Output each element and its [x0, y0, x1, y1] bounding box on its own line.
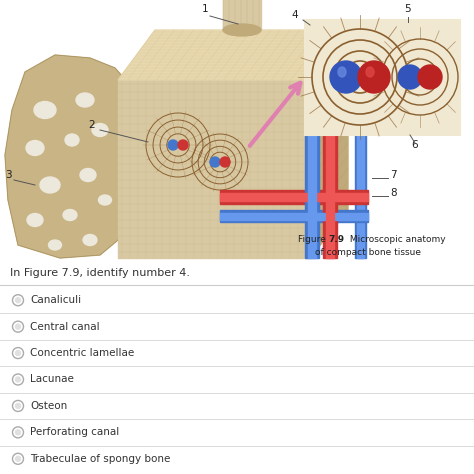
Bar [355, 120, 366, 258]
Ellipse shape [76, 93, 94, 107]
Text: 7: 7 [390, 170, 397, 180]
Text: 4: 4 [292, 10, 298, 20]
Bar [223, 0, 261, 30]
Ellipse shape [34, 101, 56, 118]
Circle shape [210, 157, 220, 167]
Circle shape [16, 298, 20, 303]
Text: Concentric lamellae: Concentric lamellae [30, 348, 134, 358]
Circle shape [220, 157, 230, 167]
Text: 8: 8 [390, 188, 397, 198]
Ellipse shape [80, 168, 96, 182]
Text: Osteon: Osteon [30, 401, 67, 411]
Circle shape [178, 140, 188, 150]
Polygon shape [5, 55, 135, 258]
Ellipse shape [338, 67, 346, 77]
Circle shape [398, 65, 422, 89]
Ellipse shape [83, 235, 97, 246]
Bar [357, 120, 364, 258]
Text: 1: 1 [202, 4, 208, 14]
Ellipse shape [65, 134, 79, 146]
Bar [323, 30, 337, 258]
Bar [220, 190, 368, 204]
Circle shape [16, 430, 20, 435]
Circle shape [358, 61, 390, 93]
Bar [308, 30, 316, 258]
Circle shape [16, 456, 20, 461]
Circle shape [330, 61, 362, 93]
Bar [326, 30, 334, 258]
Text: In Figure 7.9, identify number 4.: In Figure 7.9, identify number 4. [10, 268, 190, 278]
Ellipse shape [366, 67, 374, 77]
Bar [305, 30, 319, 258]
Circle shape [16, 324, 20, 329]
Text: Central canal: Central canal [30, 322, 100, 332]
Text: Perforating canal: Perforating canal [30, 428, 119, 438]
Circle shape [16, 377, 20, 382]
Ellipse shape [48, 240, 62, 250]
Text: of compact bone tissue: of compact bone tissue [315, 248, 421, 257]
Ellipse shape [99, 195, 111, 205]
Polygon shape [310, 30, 348, 258]
Text: Lacunae: Lacunae [30, 374, 74, 384]
Circle shape [16, 403, 20, 409]
Circle shape [16, 351, 20, 356]
Text: Canaliculi: Canaliculi [30, 295, 81, 305]
Polygon shape [118, 80, 310, 258]
Text: Figure: Figure [298, 235, 328, 244]
Text: 7.9: 7.9 [328, 235, 344, 244]
Ellipse shape [92, 124, 108, 137]
Text: 2: 2 [88, 120, 95, 130]
Circle shape [168, 140, 178, 150]
Ellipse shape [223, 24, 261, 36]
Ellipse shape [27, 213, 43, 227]
Bar [305, 20, 460, 135]
Text: Microscopic anatomy: Microscopic anatomy [347, 235, 446, 244]
Bar [220, 210, 368, 222]
Text: 3: 3 [5, 170, 12, 180]
Bar [220, 213, 368, 220]
Polygon shape [118, 30, 348, 80]
Text: 5: 5 [405, 4, 411, 14]
Ellipse shape [40, 177, 60, 193]
Ellipse shape [26, 140, 44, 155]
Ellipse shape [63, 210, 77, 220]
Circle shape [418, 65, 442, 89]
Text: 6: 6 [412, 140, 419, 150]
Bar [220, 193, 368, 201]
Text: Trabeculae of spongy bone: Trabeculae of spongy bone [30, 454, 170, 464]
